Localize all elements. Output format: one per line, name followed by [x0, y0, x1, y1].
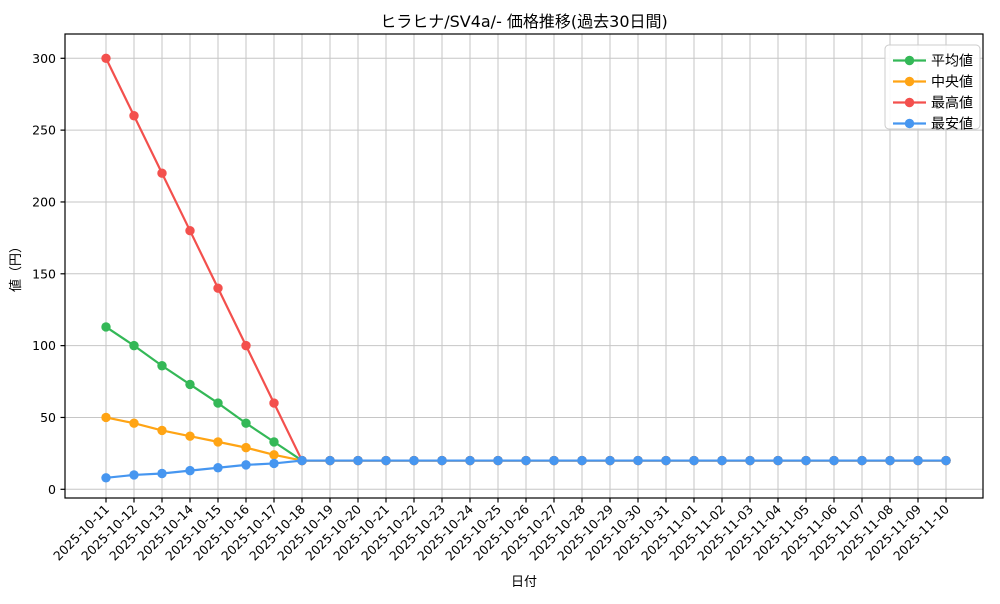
series-marker-lowest [185, 465, 195, 476]
series-marker-average [129, 340, 139, 351]
series-marker-lowest [437, 455, 447, 466]
legend-marker-highest [904, 97, 915, 108]
series-marker-lowest [213, 463, 223, 473]
chart-title: ヒラヒナ/SV4a/- 価格推移(過去30日間) [380, 12, 668, 31]
tick-marks [60, 57, 947, 503]
legend-item-average: 平均値 [893, 54, 973, 70]
series-marker-median [213, 437, 223, 447]
series-marker-median [129, 418, 139, 428]
series-marker-lowest [269, 458, 279, 469]
series-marker-lowest [353, 455, 363, 466]
legend-label-lowest: 最安値 [931, 117, 973, 133]
series-marker-lowest [129, 470, 139, 480]
series-marker-highest [129, 111, 139, 121]
series-marker-lowest [913, 455, 923, 466]
series-marker-lowest [605, 455, 615, 466]
y-tick-label: 100 [32, 338, 56, 353]
series-marker-lowest [465, 455, 475, 466]
legend-item-median: 中央値 [893, 75, 973, 91]
legend-marker-median [904, 76, 915, 87]
series-marker-average [101, 322, 111, 332]
series-marker-lowest [101, 473, 111, 483]
legend-item-lowest: 最安値 [893, 117, 973, 133]
series-marker-average [269, 437, 279, 447]
series-marker-median [157, 425, 167, 436]
series-marker-lowest [689, 455, 699, 466]
series-marker-average [157, 361, 167, 371]
series-marker-median [185, 431, 195, 441]
series-marker-lowest [745, 455, 755, 466]
series-marker-highest [213, 283, 223, 293]
legend-label-highest: 最高値 [931, 95, 973, 112]
y-tick-label: 50 [40, 410, 56, 425]
x-axis-label: 日付 [511, 575, 537, 590]
series-marker-lowest [857, 455, 867, 466]
series-marker-median [269, 450, 279, 460]
series-marker-lowest [801, 455, 811, 466]
grid [65, 34, 983, 498]
series-marker-lowest [577, 455, 587, 466]
series-marker-lowest [521, 455, 531, 466]
y-axis-label: 値（円） [8, 240, 24, 292]
legend-marker-average [904, 55, 915, 66]
series-marker-highest [101, 53, 111, 63]
series-marker-lowest [241, 460, 251, 470]
series-marker-average [241, 418, 251, 428]
axes-spines [64, 33, 984, 499]
legend-label-average: 平均値 [931, 54, 973, 70]
y-tick-labels: 0 50 100 150 200 250 300 [32, 51, 56, 497]
series-marker-lowest [493, 455, 503, 466]
series-marker-lowest [549, 455, 559, 466]
y-tick-label: 150 [32, 266, 56, 281]
series-marker-lowest [297, 455, 307, 466]
legend-box [884, 44, 981, 130]
series-marker-highest [185, 225, 195, 236]
series-marker-lowest [325, 455, 335, 466]
x-tick-labels: 2025-10-112025-10-122025-10-132025-10-14… [50, 501, 952, 563]
series-marker-lowest [661, 455, 671, 466]
series-marker-lowest [381, 455, 391, 466]
series-marker-lowest [633, 455, 643, 466]
series-marker-lowest [157, 468, 167, 479]
series [101, 53, 951, 483]
plot-border [64, 33, 984, 499]
series-marker-lowest [717, 455, 727, 466]
y-tick-label: 0 [48, 482, 56, 497]
series-marker-average [213, 398, 223, 408]
legend-label-median: 中央値 [931, 75, 973, 91]
series-marker-lowest [773, 455, 783, 466]
series-marker-highest [269, 398, 279, 408]
series-marker-median [101, 412, 111, 423]
series-marker-average [185, 379, 195, 390]
legend-marker-lowest [904, 118, 915, 129]
series-marker-lowest [941, 455, 951, 466]
y-tick-label: 300 [32, 51, 56, 66]
series-marker-highest [157, 168, 167, 178]
series-marker-median [241, 442, 251, 453]
series-marker-lowest [885, 455, 895, 466]
series-marker-highest [241, 340, 251, 351]
y-tick-label: 250 [32, 123, 56, 138]
y-tick-label: 200 [32, 194, 56, 209]
series-marker-lowest [829, 455, 839, 466]
legend-item-highest: 最高値 [893, 95, 973, 112]
series-marker-lowest [409, 455, 419, 466]
